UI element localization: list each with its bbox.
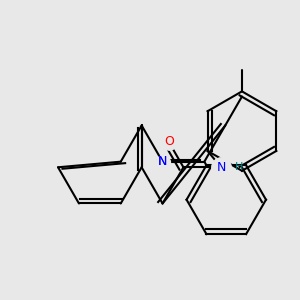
Text: O: O (164, 135, 174, 148)
Text: N: N (216, 161, 226, 174)
Text: N: N (158, 155, 167, 168)
Text: H: H (235, 162, 243, 172)
Text: N: N (158, 155, 167, 168)
